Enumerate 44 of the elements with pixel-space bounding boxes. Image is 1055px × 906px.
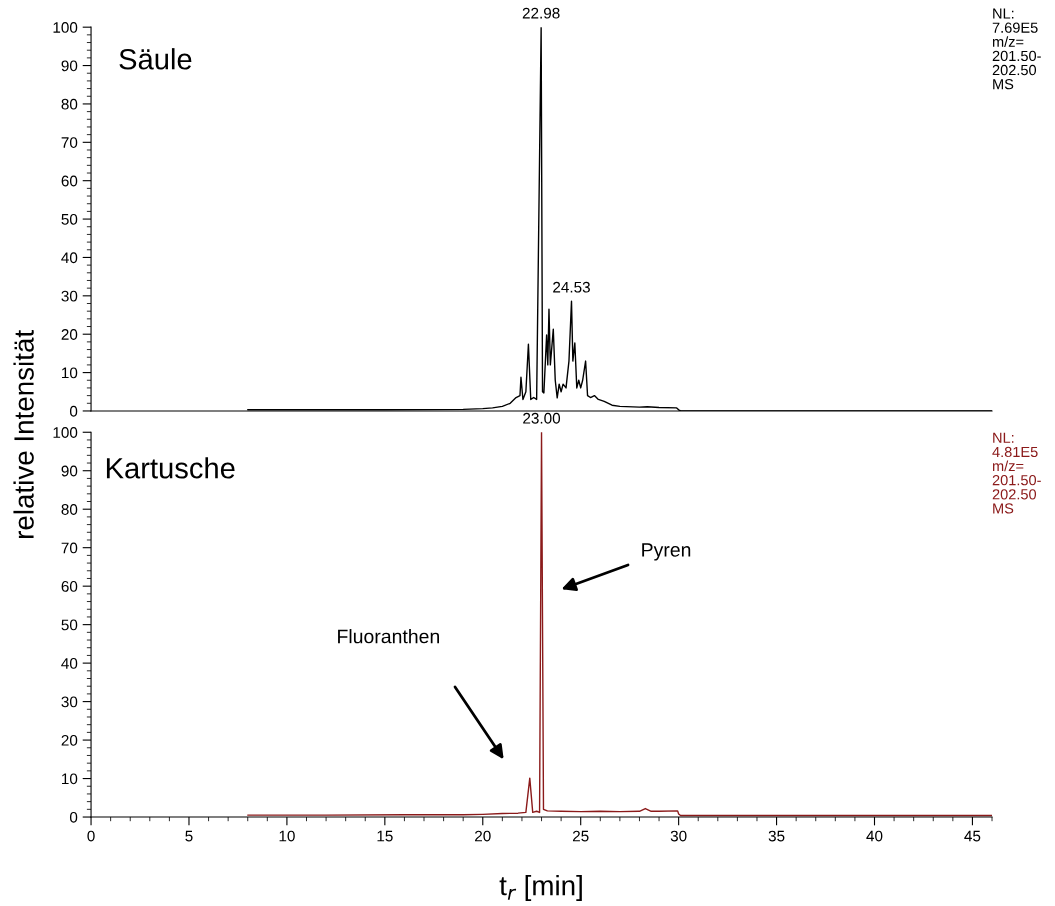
- y-tick-label: 10: [62, 773, 78, 785]
- text: NL: 4.81E5 m/z= 201.50- 202.50 MS: [992, 432, 1041, 514]
- x-tick-label: 25: [572, 830, 589, 842]
- y-tick-label: 80: [61, 98, 78, 110]
- y-tick-label: 30: [61, 290, 78, 302]
- annotation: Fluoranthen: [338, 629, 439, 644]
- y-axis-title: relative Intensität: [13, 330, 34, 539]
- y-tick-label: 10: [62, 367, 78, 379]
- y-tick-label: 90: [61, 60, 78, 72]
- x-tick-label: 15: [377, 830, 393, 842]
- y-tick-label: 30: [61, 696, 78, 708]
- x-tick-label: 5: [185, 830, 193, 842]
- y-tick-label: 20: [61, 329, 78, 340]
- x-tick-label: 0: [87, 830, 95, 842]
- x-tick-label: 30: [670, 830, 687, 842]
- y-tick-label: 40: [61, 252, 78, 264]
- text: NL: 7.69E5 m/z= 201.50- 202.50 MS: [992, 8, 1041, 90]
- y-tick-label: 70: [61, 542, 78, 554]
- annotation: Säule: [119, 48, 192, 70]
- y-tick-label: 90: [61, 465, 78, 477]
- y-tick-label: 60: [61, 581, 78, 592]
- y-tick-label: 60: [61, 175, 78, 187]
- x-tick-label: 45: [964, 830, 981, 842]
- y-tick-label: 100: [53, 427, 78, 438]
- x-axis-title: t$_{r}$ [min]: [499, 875, 582, 901]
- x-tick-label: 10: [279, 830, 295, 842]
- x-tick-label: 35: [768, 830, 785, 842]
- y-tick-label: 20: [61, 734, 78, 746]
- annotation: 23.00: [523, 412, 561, 424]
- y-tick-label: 70: [61, 137, 78, 148]
- annotation: Pyren: [642, 543, 691, 561]
- y-tick-label: 40: [61, 657, 78, 669]
- y-tick-label: 0: [69, 811, 78, 823]
- y-tick-label: 50: [61, 619, 78, 631]
- annotation: Kartusche: [106, 457, 235, 479]
- y-tick-label: 100: [53, 22, 78, 33]
- x-tick-label: 40: [866, 830, 883, 842]
- annotation: 24.53: [553, 281, 590, 293]
- annotation: 22.98: [522, 7, 560, 19]
- y-tick-label: 0: [69, 405, 78, 417]
- line-series: [247, 432, 993, 817]
- y-tick-label: 50: [61, 213, 78, 225]
- y-tick-label: 80: [61, 504, 78, 515]
- x-tick-label: 20: [475, 830, 491, 842]
